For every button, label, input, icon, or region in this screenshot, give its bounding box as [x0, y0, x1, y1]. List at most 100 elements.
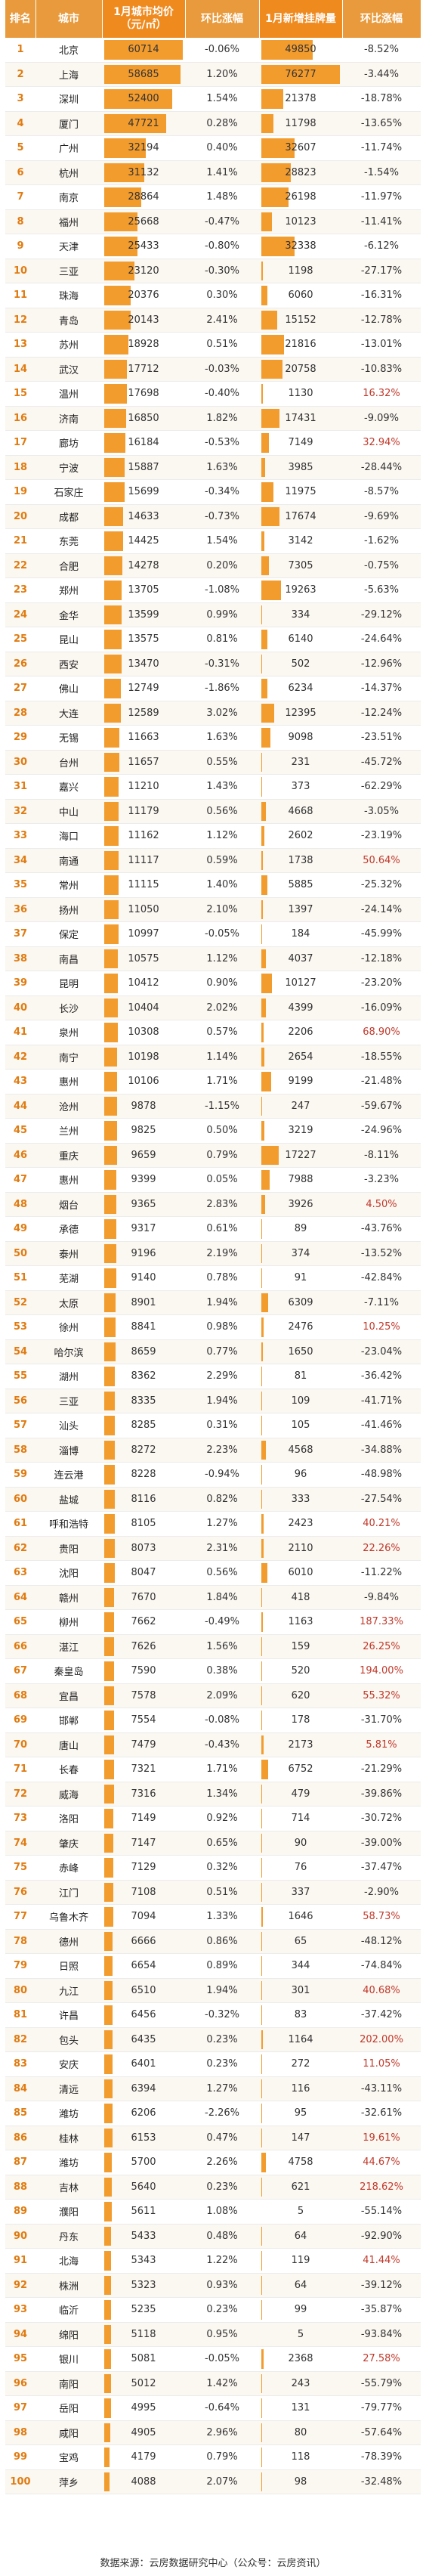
- new-listings-cell: 32338: [259, 234, 342, 259]
- table-row: 82 包头 6435 0.23% 1164 202.00%: [5, 2027, 421, 2052]
- city-cell: 包头: [36, 2027, 102, 2052]
- new-listings-cell: 1738: [259, 848, 342, 873]
- avg-price-cell-bar: [104, 630, 122, 649]
- price-change-cell: 0.20%: [185, 553, 259, 578]
- city-cell: 保定: [36, 921, 102, 947]
- avg-price-cell-bar: [104, 1072, 118, 1091]
- table-row: 64 赣州 7670 1.84% 418 -9.84%: [5, 1585, 421, 1610]
- avg-price-cell-bar: [104, 359, 128, 379]
- listing-change-cell: 40.21%: [342, 1511, 421, 1537]
- new-listings-cell-value: 621: [291, 2181, 310, 2193]
- new-listings-cell: 2602: [259, 823, 342, 849]
- new-listings-cell-bar: [261, 1023, 264, 1042]
- avg-price-cell-bar: [104, 1293, 116, 1312]
- price-change-cell: 1.94%: [185, 1290, 259, 1315]
- new-listings-cell-bar: [261, 212, 272, 231]
- avg-price-cell-bar: [104, 556, 123, 575]
- table-row: 9 天津 25433 -0.80% 32338 -6.12%: [5, 234, 421, 259]
- rank-cell: 62: [5, 1536, 36, 1561]
- city-cell: 佛山: [36, 676, 102, 701]
- avg-price-cell-bar: [104, 335, 129, 355]
- rank-cell: 85: [5, 2101, 36, 2126]
- new-listings-cell: 1650: [259, 1339, 342, 1364]
- new-listings-cell: 520: [259, 1658, 342, 1684]
- listing-change-cell: -1.62%: [342, 528, 421, 554]
- city-cell: 呼和浩特: [36, 1511, 102, 1537]
- rank-cell: 37: [5, 921, 36, 947]
- avg-price-cell: 8901: [102, 1290, 185, 1315]
- new-listings-cell-bar: [261, 1735, 264, 1754]
- new-listings-cell-value: 76277: [285, 68, 316, 80]
- avg-price-cell-value: 7321: [131, 1763, 156, 1776]
- price-change-cell: 0.38%: [185, 1658, 259, 1684]
- new-listings-cell-bar: [261, 1170, 270, 1190]
- city-cell: 石家庄: [36, 479, 102, 505]
- price-change-cell: 1.71%: [185, 1069, 259, 1094]
- price-change-cell: 0.55%: [185, 750, 259, 775]
- new-listings-cell-bar: [261, 630, 268, 649]
- new-listings-cell-value: 90: [294, 1837, 307, 1849]
- new-listings-cell-value: 2368: [288, 2353, 313, 2365]
- new-listings-cell: 334: [259, 602, 342, 627]
- price-change-cell: 1.63%: [185, 455, 259, 480]
- table-row: 33 海口 11162 1.12% 2602 -23.19%: [5, 823, 421, 849]
- avg-price-cell-bar: [104, 163, 145, 182]
- listing-change-cell: 5.81%: [342, 1732, 421, 1757]
- new-listings-cell-value: 6752: [288, 1763, 313, 1776]
- avg-price-cell-value: 5081: [131, 2353, 156, 2365]
- city-cell: 昆明: [36, 971, 102, 996]
- price-change-cell: 0.48%: [185, 2224, 259, 2249]
- avg-price-cell-value: 47721: [128, 117, 159, 129]
- table-row: 87 潍坊 5700 2.26% 4758 44.67%: [5, 2150, 421, 2175]
- avg-price-cell: 9659: [102, 1143, 185, 1168]
- new-listings-cell-value: 21378: [285, 93, 316, 105]
- new-listings-cell-value: 334: [291, 608, 310, 621]
- price-change-cell: 0.99%: [185, 602, 259, 627]
- listing-change-cell: -39.12%: [342, 2273, 421, 2298]
- listing-change-cell: -9.69%: [342, 504, 421, 529]
- new-listings-cell-value: 17431: [285, 412, 316, 424]
- price-change-cell: 0.30%: [185, 283, 259, 308]
- listing-change-cell: -14.37%: [342, 676, 421, 701]
- avg-price-cell-value: 8228: [131, 1469, 156, 1481]
- new-listings-cell: 1163: [259, 1609, 342, 1635]
- listing-change-cell: -39.86%: [342, 1782, 421, 1807]
- avg-price-cell-value: 5235: [131, 2304, 156, 2316]
- avg-price-cell: 7590: [102, 1658, 185, 1684]
- listing-change-cell: -5.63%: [342, 577, 421, 603]
- new-listings-cell: 1164: [259, 2027, 342, 2052]
- city-cell: 惠州: [36, 1167, 102, 1193]
- city-cell: 洛阳: [36, 1806, 102, 1831]
- price-change-cell: 1.20%: [185, 62, 259, 87]
- city-cell: 濮阳: [36, 2199, 102, 2225]
- price-change-cell: -0.30%: [185, 259, 259, 283]
- price-change-cell: 0.50%: [185, 1118, 259, 1144]
- listing-change-cell: -32.61%: [342, 2101, 421, 2126]
- avg-price-cell-bar: [104, 2202, 112, 2221]
- rank-cell: 58: [5, 1438, 36, 1463]
- new-listings-cell: 32607: [259, 135, 342, 161]
- avg-price-cell-value: 25668: [128, 215, 159, 228]
- avg-price-cell: 11179: [102, 799, 185, 824]
- avg-price-cell-value: 11179: [128, 805, 159, 817]
- avg-price-cell-bar: [104, 1636, 115, 1656]
- rank-cell: 47: [5, 1167, 36, 1193]
- new-listings-cell-value: 49850: [285, 44, 316, 56]
- rank-cell: 60: [5, 1487, 36, 1512]
- rank-cell: 83: [5, 2051, 36, 2077]
- city-cell: 唐山: [36, 1732, 102, 1757]
- price-change-cell: -0.06%: [185, 38, 259, 63]
- header-new-listings: 1月新增挂牌量: [259, 0, 343, 38]
- avg-price-cell-value: 5012: [131, 2377, 156, 2389]
- city-cell: 临沂: [36, 2297, 102, 2323]
- rank-cell: 44: [5, 1094, 36, 1119]
- new-listings-cell-value: 17227: [285, 1149, 316, 1161]
- new-listings-cell-value: 7305: [288, 559, 313, 571]
- rank-cell: 90: [5, 2224, 36, 2249]
- new-listings-cell-value: 64: [294, 2279, 307, 2291]
- avg-price-cell: 11663: [102, 725, 185, 751]
- new-listings-cell-value: 272: [291, 2058, 310, 2070]
- new-listings-cell: 2654: [259, 1045, 342, 1070]
- avg-price-cell: 6206: [102, 2101, 185, 2126]
- avg-price-cell: 60714: [102, 38, 185, 63]
